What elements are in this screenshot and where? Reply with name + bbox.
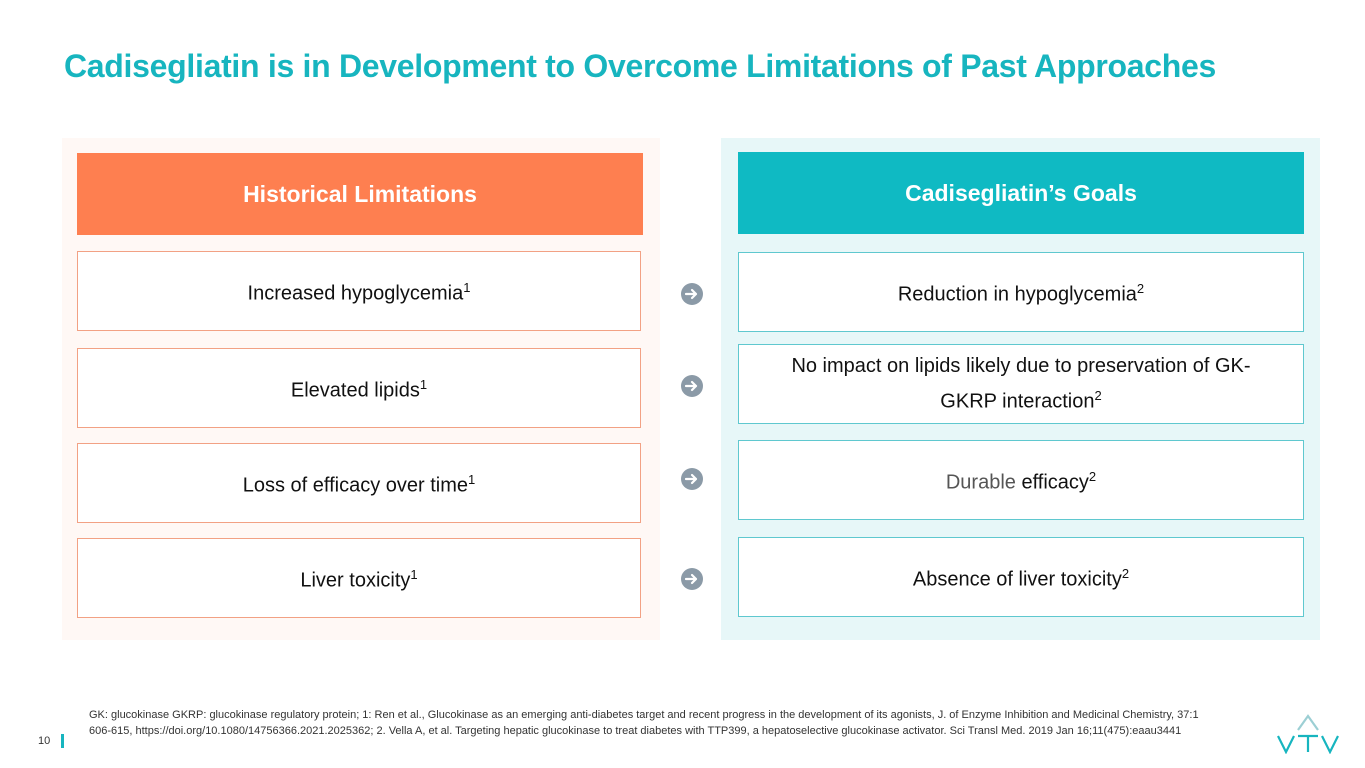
page-number: 10 (38, 735, 51, 747)
left-item: Increased hypoglycemia1 (77, 251, 641, 331)
arrow-icon (681, 283, 703, 305)
item-footnote-ref: 2 (1121, 566, 1130, 582)
item-footnote-ref: 2 (1094, 387, 1102, 403)
right-item: No impact on lipids likely due to preser… (738, 344, 1304, 424)
item-footnote-ref: 2 (1088, 469, 1097, 485)
arrow-icon (681, 375, 703, 397)
right-item: Durable efficacy2 (738, 440, 1304, 520)
item-text: Elevated lipids1 (291, 370, 427, 406)
item-label: Elevated lipids (290, 379, 420, 402)
left-item: Loss of efficacy over time1 (77, 443, 641, 523)
item-label: Liver toxicity (300, 569, 411, 592)
item-footnote-ref: 1 (419, 377, 428, 393)
item-text: Liver toxicity1 (300, 560, 417, 596)
arrow-icon (681, 568, 703, 590)
footnote: GK: glucokinase GKRP: glucokinase regula… (89, 709, 1199, 737)
left-item: Liver toxicity1 (77, 538, 641, 618)
item-label: Loss of efficacy over time (242, 474, 469, 497)
item-footnote-ref: 1 (463, 280, 471, 296)
item-text: Increased hypoglycemia1 (248, 273, 471, 309)
item-text: Absence of liver toxicity2 (913, 559, 1129, 595)
item-label: Absence of liver toxicity (912, 568, 1122, 591)
page-bar (61, 734, 64, 748)
item-label: Increased hypoglycemia (247, 282, 464, 305)
item-footnote-ref: 2 (1136, 281, 1145, 297)
item-lead: Durable (945, 471, 1016, 494)
right-item: Absence of liver toxicity2 (738, 537, 1304, 617)
logo (1277, 714, 1339, 754)
item-label: No impact on lipids likely due to preser… (791, 354, 1251, 413)
item-label: efficacy (1021, 471, 1089, 494)
item-footnote-ref: 1 (410, 567, 418, 583)
right-header: Cadisegliatin’s Goals (738, 152, 1304, 234)
right-item: Reduction in hypoglycemia2 (738, 252, 1304, 332)
arrow-icon (681, 468, 703, 490)
item-text: Durable efficacy2 (946, 462, 1096, 498)
item-label: Reduction in hypoglycemia (897, 283, 1137, 306)
item-text: No impact on lipids likely due to preser… (779, 352, 1263, 417)
item-text: Loss of efficacy over time1 (243, 465, 476, 501)
item-text: Reduction in hypoglycemia2 (898, 274, 1144, 310)
title: Cadisegliatin is in Development to Overc… (64, 48, 1216, 84)
left-header: Historical Limitations (77, 153, 643, 235)
item-footnote-ref: 1 (468, 472, 476, 488)
left-item: Elevated lipids1 (77, 348, 641, 428)
